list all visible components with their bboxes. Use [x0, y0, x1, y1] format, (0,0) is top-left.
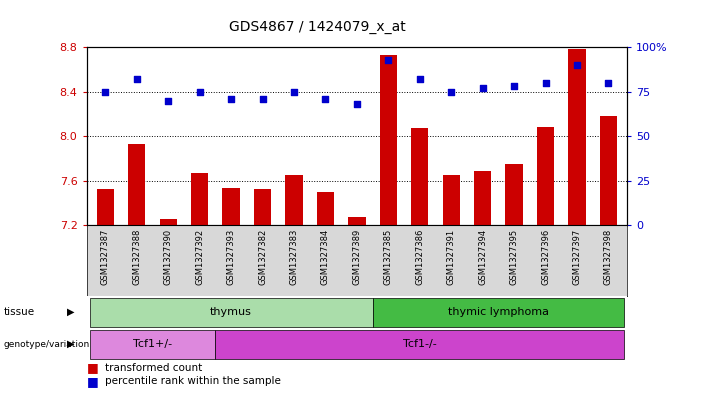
- Point: [99, 88, 111, 95]
- Point: [383, 57, 394, 63]
- Point: [288, 88, 300, 95]
- Bar: [373, 298, 624, 327]
- Text: GSM1327385: GSM1327385: [384, 229, 393, 285]
- Point: [414, 76, 425, 82]
- Text: GSM1327389: GSM1327389: [353, 229, 361, 285]
- Text: ■: ■: [87, 375, 102, 388]
- Bar: [89, 298, 373, 327]
- Bar: [380, 55, 397, 225]
- Text: GSM1327382: GSM1327382: [258, 229, 267, 285]
- Text: thymic lymphoma: thymic lymphoma: [448, 307, 549, 317]
- Text: GSM1327398: GSM1327398: [604, 229, 613, 285]
- Point: [477, 85, 488, 91]
- Bar: [254, 189, 271, 225]
- Text: GSM1327388: GSM1327388: [133, 229, 141, 285]
- Bar: [474, 171, 491, 225]
- Text: transformed count: transformed count: [105, 363, 202, 373]
- Bar: [216, 330, 624, 359]
- Text: ▶: ▶: [67, 307, 74, 317]
- Bar: [348, 217, 366, 225]
- Bar: [97, 189, 114, 225]
- Point: [194, 88, 205, 95]
- Bar: [600, 116, 617, 225]
- Bar: [89, 330, 216, 359]
- Text: GSM1327384: GSM1327384: [321, 229, 330, 285]
- Bar: [159, 219, 177, 225]
- Text: GSM1327394: GSM1327394: [478, 229, 487, 285]
- Bar: [537, 127, 554, 225]
- Text: GSM1327387: GSM1327387: [101, 229, 110, 285]
- Point: [319, 95, 331, 102]
- Bar: [443, 175, 460, 225]
- Text: GSM1327391: GSM1327391: [447, 229, 456, 285]
- Bar: [128, 144, 146, 225]
- Point: [226, 95, 237, 102]
- Text: GSM1327386: GSM1327386: [415, 229, 424, 285]
- Bar: [411, 129, 428, 225]
- Point: [603, 80, 614, 86]
- Bar: [223, 188, 240, 225]
- Point: [508, 83, 520, 90]
- Text: Tcf1-/-: Tcf1-/-: [403, 339, 437, 349]
- Point: [257, 95, 268, 102]
- Point: [446, 88, 457, 95]
- Point: [351, 101, 363, 107]
- Text: ■: ■: [87, 361, 102, 374]
- Text: GSM1327390: GSM1327390: [164, 229, 173, 285]
- Text: GDS4867 / 1424079_x_at: GDS4867 / 1424079_x_at: [229, 20, 406, 34]
- Text: percentile rank within the sample: percentile rank within the sample: [105, 376, 280, 386]
- Point: [540, 80, 552, 86]
- Bar: [286, 175, 303, 225]
- Bar: [191, 173, 208, 225]
- Text: ▶: ▶: [67, 339, 74, 349]
- Point: [131, 76, 143, 82]
- Text: GSM1327392: GSM1327392: [195, 229, 204, 285]
- Text: GSM1327383: GSM1327383: [290, 229, 298, 285]
- Bar: [317, 192, 334, 225]
- Bar: [568, 50, 585, 225]
- Point: [571, 62, 583, 68]
- Text: GSM1327393: GSM1327393: [226, 229, 236, 285]
- Text: genotype/variation: genotype/variation: [4, 340, 90, 349]
- Point: [162, 97, 174, 104]
- Text: Tcf1+/-: Tcf1+/-: [133, 339, 172, 349]
- Bar: [505, 164, 523, 225]
- Text: GSM1327397: GSM1327397: [572, 229, 581, 285]
- Text: tissue: tissue: [4, 307, 35, 317]
- Text: GSM1327396: GSM1327396: [541, 229, 550, 285]
- Text: thymus: thymus: [211, 307, 252, 317]
- Text: GSM1327395: GSM1327395: [510, 229, 518, 285]
